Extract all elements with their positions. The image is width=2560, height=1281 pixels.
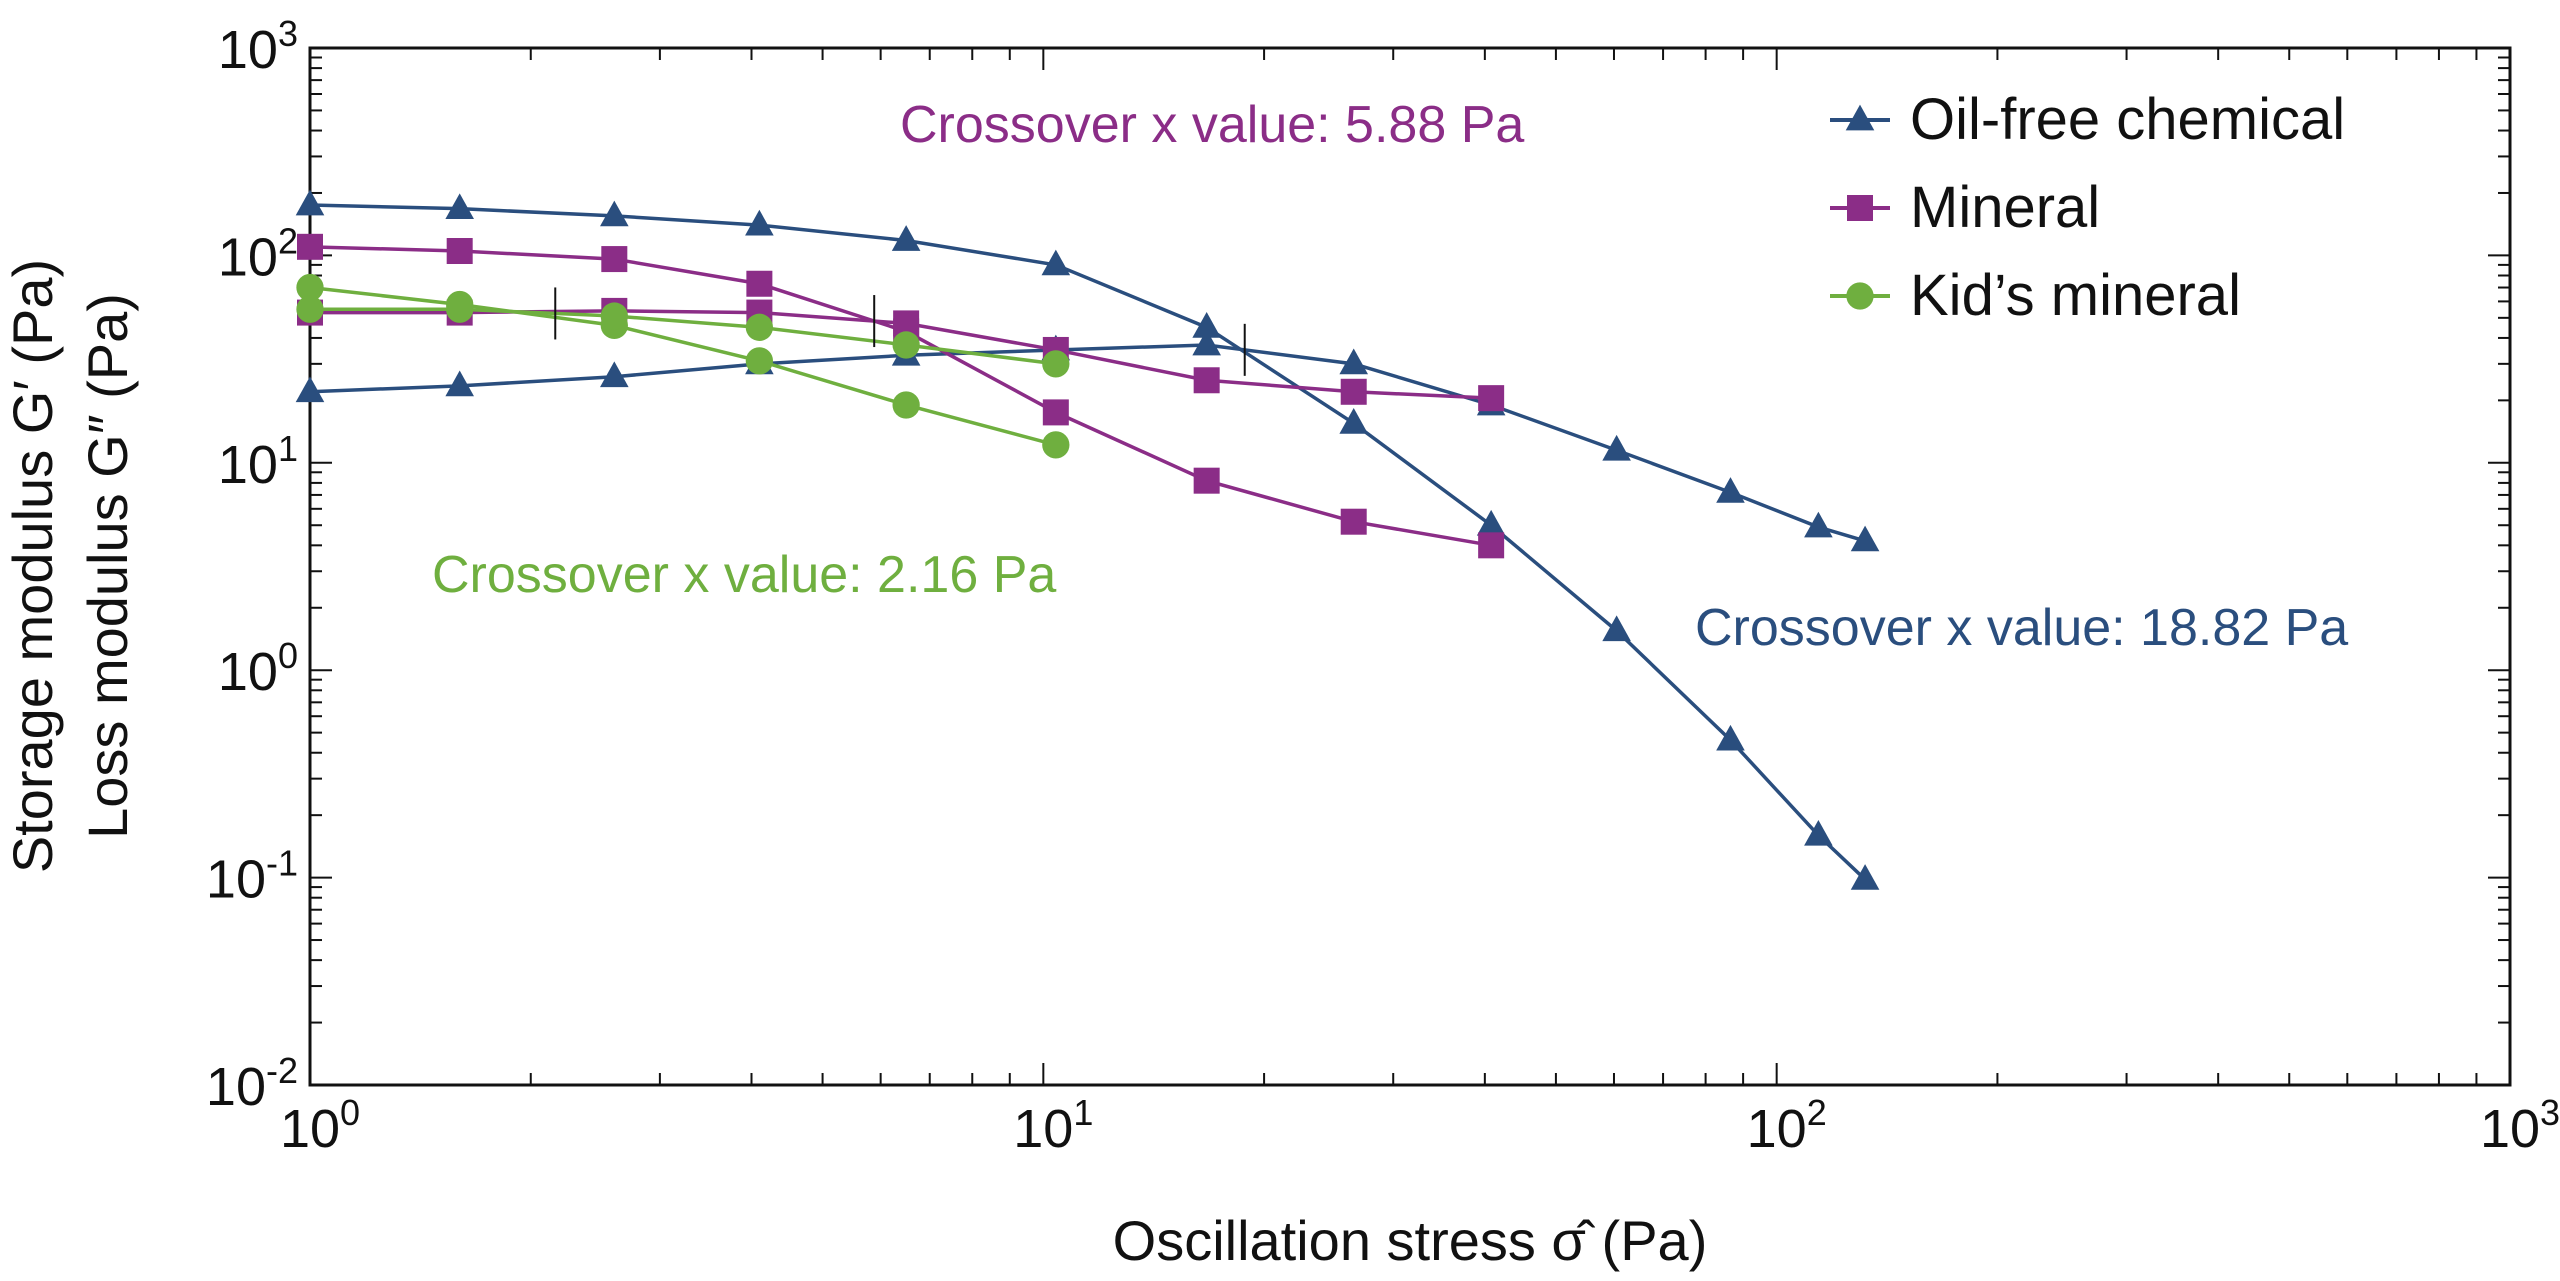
data-point	[1340, 378, 1367, 405]
y-axis-title-group-2: Loss modulus G″ (Pa)	[76, 293, 139, 839]
x-tick-labels: 100 101 102 103	[280, 1092, 2560, 1159]
x-tick-label: 102	[1747, 1092, 1827, 1159]
data-point	[445, 370, 474, 397]
y-tick-label: 102	[218, 220, 298, 287]
data-point	[1478, 532, 1505, 559]
data-point	[891, 225, 921, 251]
y-axis-title-storage: Storage modulus G′ (Pa)	[1, 259, 64, 873]
data-point	[445, 193, 474, 220]
data-point	[1339, 348, 1369, 375]
data-point	[745, 209, 774, 236]
data-point	[1192, 329, 1221, 356]
y-tick-label: 10-2	[206, 1050, 298, 1117]
data-point	[296, 273, 324, 302]
data-point	[892, 391, 920, 419]
data-point	[1850, 864, 1880, 890]
data-point	[1476, 509, 1506, 536]
data-point	[1804, 511, 1833, 538]
crossover-label-mineral: Crossover x value: 5.88 Pa	[900, 96, 1524, 154]
series-layer	[295, 189, 1880, 890]
data-point	[1042, 399, 1069, 426]
legend-label: Oil-free chemical	[1910, 87, 2345, 152]
data-point	[1193, 467, 1220, 494]
y-tick-labels: 10-2 10-1 100 101 102 103	[206, 13, 298, 1117]
y-tick-label: 100	[218, 635, 298, 702]
x-axis-title: Oscillation stress σ̂ (Pa)	[1113, 1209, 1708, 1272]
legend-item-oil-free-chemical: Oil-free chemical	[1830, 87, 2345, 152]
data-point	[1193, 367, 1220, 394]
legend-item-kid-s-mineral: Kid’s mineral	[1830, 263, 2241, 328]
crossover-layer: Crossover x value: 18.82 Pa Crossover x v…	[432, 96, 2348, 657]
data-point	[1602, 615, 1631, 642]
data-point	[295, 376, 325, 403]
data-point	[297, 233, 323, 260]
legend-label: Kid’s mineral	[1910, 263, 2241, 328]
y-axis-title-group: Storage modulus G′ (Pa)	[1, 259, 64, 873]
series-kid-s-mineral	[296, 273, 1070, 459]
data-point	[1478, 385, 1505, 412]
y-tick-label: 10-1	[206, 843, 298, 910]
x-tick-label: 103	[2480, 1092, 2560, 1159]
data-point	[746, 270, 773, 297]
data-point	[745, 347, 774, 375]
data-point	[1042, 431, 1070, 459]
data-point	[1804, 819, 1833, 846]
data-point	[1339, 408, 1369, 434]
legend-marker	[1846, 282, 1874, 310]
data-point	[296, 295, 324, 323]
data-point	[446, 238, 473, 265]
y-tick-label: 103	[218, 13, 298, 80]
data-point	[601, 246, 628, 273]
data-point	[600, 200, 629, 227]
y-tick-label: 101	[218, 428, 298, 495]
data-point	[1850, 525, 1880, 552]
series-line-kid-s-mineral-loss	[310, 307, 1057, 366]
plot-frame	[308, 46, 2512, 1087]
data-point	[1192, 312, 1221, 338]
data-point	[745, 313, 774, 341]
data-point	[1042, 350, 1070, 378]
legend-item-mineral: Mineral	[1830, 175, 2100, 240]
crossover-label-oil-free-chemical: Crossover x value: 18.82 Pa	[1695, 599, 2348, 657]
legend-label: Mineral	[1910, 175, 2100, 240]
x-tick-label: 100	[280, 1092, 360, 1159]
data-point	[295, 189, 325, 216]
series-line-kid-s-mineral-storage	[309, 285, 1057, 447]
data-point	[1340, 508, 1367, 535]
x-tick-label: 101	[1013, 1092, 1093, 1159]
data-point	[600, 361, 629, 388]
data-point	[446, 295, 474, 323]
data-point	[600, 302, 628, 330]
data-point	[892, 331, 920, 359]
data-point	[1041, 249, 1071, 276]
legend-marker	[1845, 104, 1875, 131]
y-axis-title-loss: Loss modulus G″ (Pa)	[76, 293, 139, 839]
data-point	[1716, 477, 1745, 503]
legend-marker	[1847, 195, 1873, 221]
legend: Oil-free chemical Mineral Kid’s mineral	[1830, 87, 2345, 328]
data-point	[1602, 434, 1631, 461]
data-point	[1716, 724, 1745, 751]
crossover-label-kid-s-mineral: Crossover x value: 2.16 Pa	[432, 546, 1056, 604]
